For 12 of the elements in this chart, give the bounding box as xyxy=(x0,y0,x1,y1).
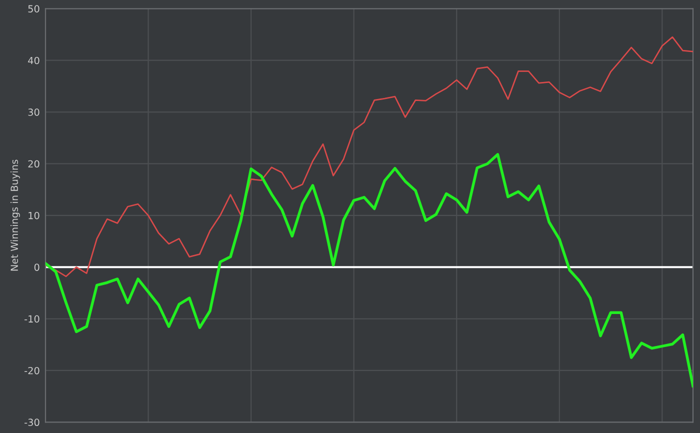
y-tick-label: 20 xyxy=(28,160,40,168)
line-series xyxy=(46,153,693,388)
y-tick-label: -10 xyxy=(24,315,40,323)
y-tick-label: 0 xyxy=(34,264,40,271)
y-tick-label: 50 xyxy=(28,5,40,12)
y-tick-label: 10 xyxy=(28,212,40,220)
y-tick-label: 40 xyxy=(28,56,40,64)
y-axis-title: Net Winnings in Buyins xyxy=(10,160,20,271)
line-series xyxy=(46,36,693,278)
y-tick-label: -30 xyxy=(24,418,40,426)
y-tick-label: 30 xyxy=(28,108,40,116)
y-tick-label: -20 xyxy=(24,366,40,374)
